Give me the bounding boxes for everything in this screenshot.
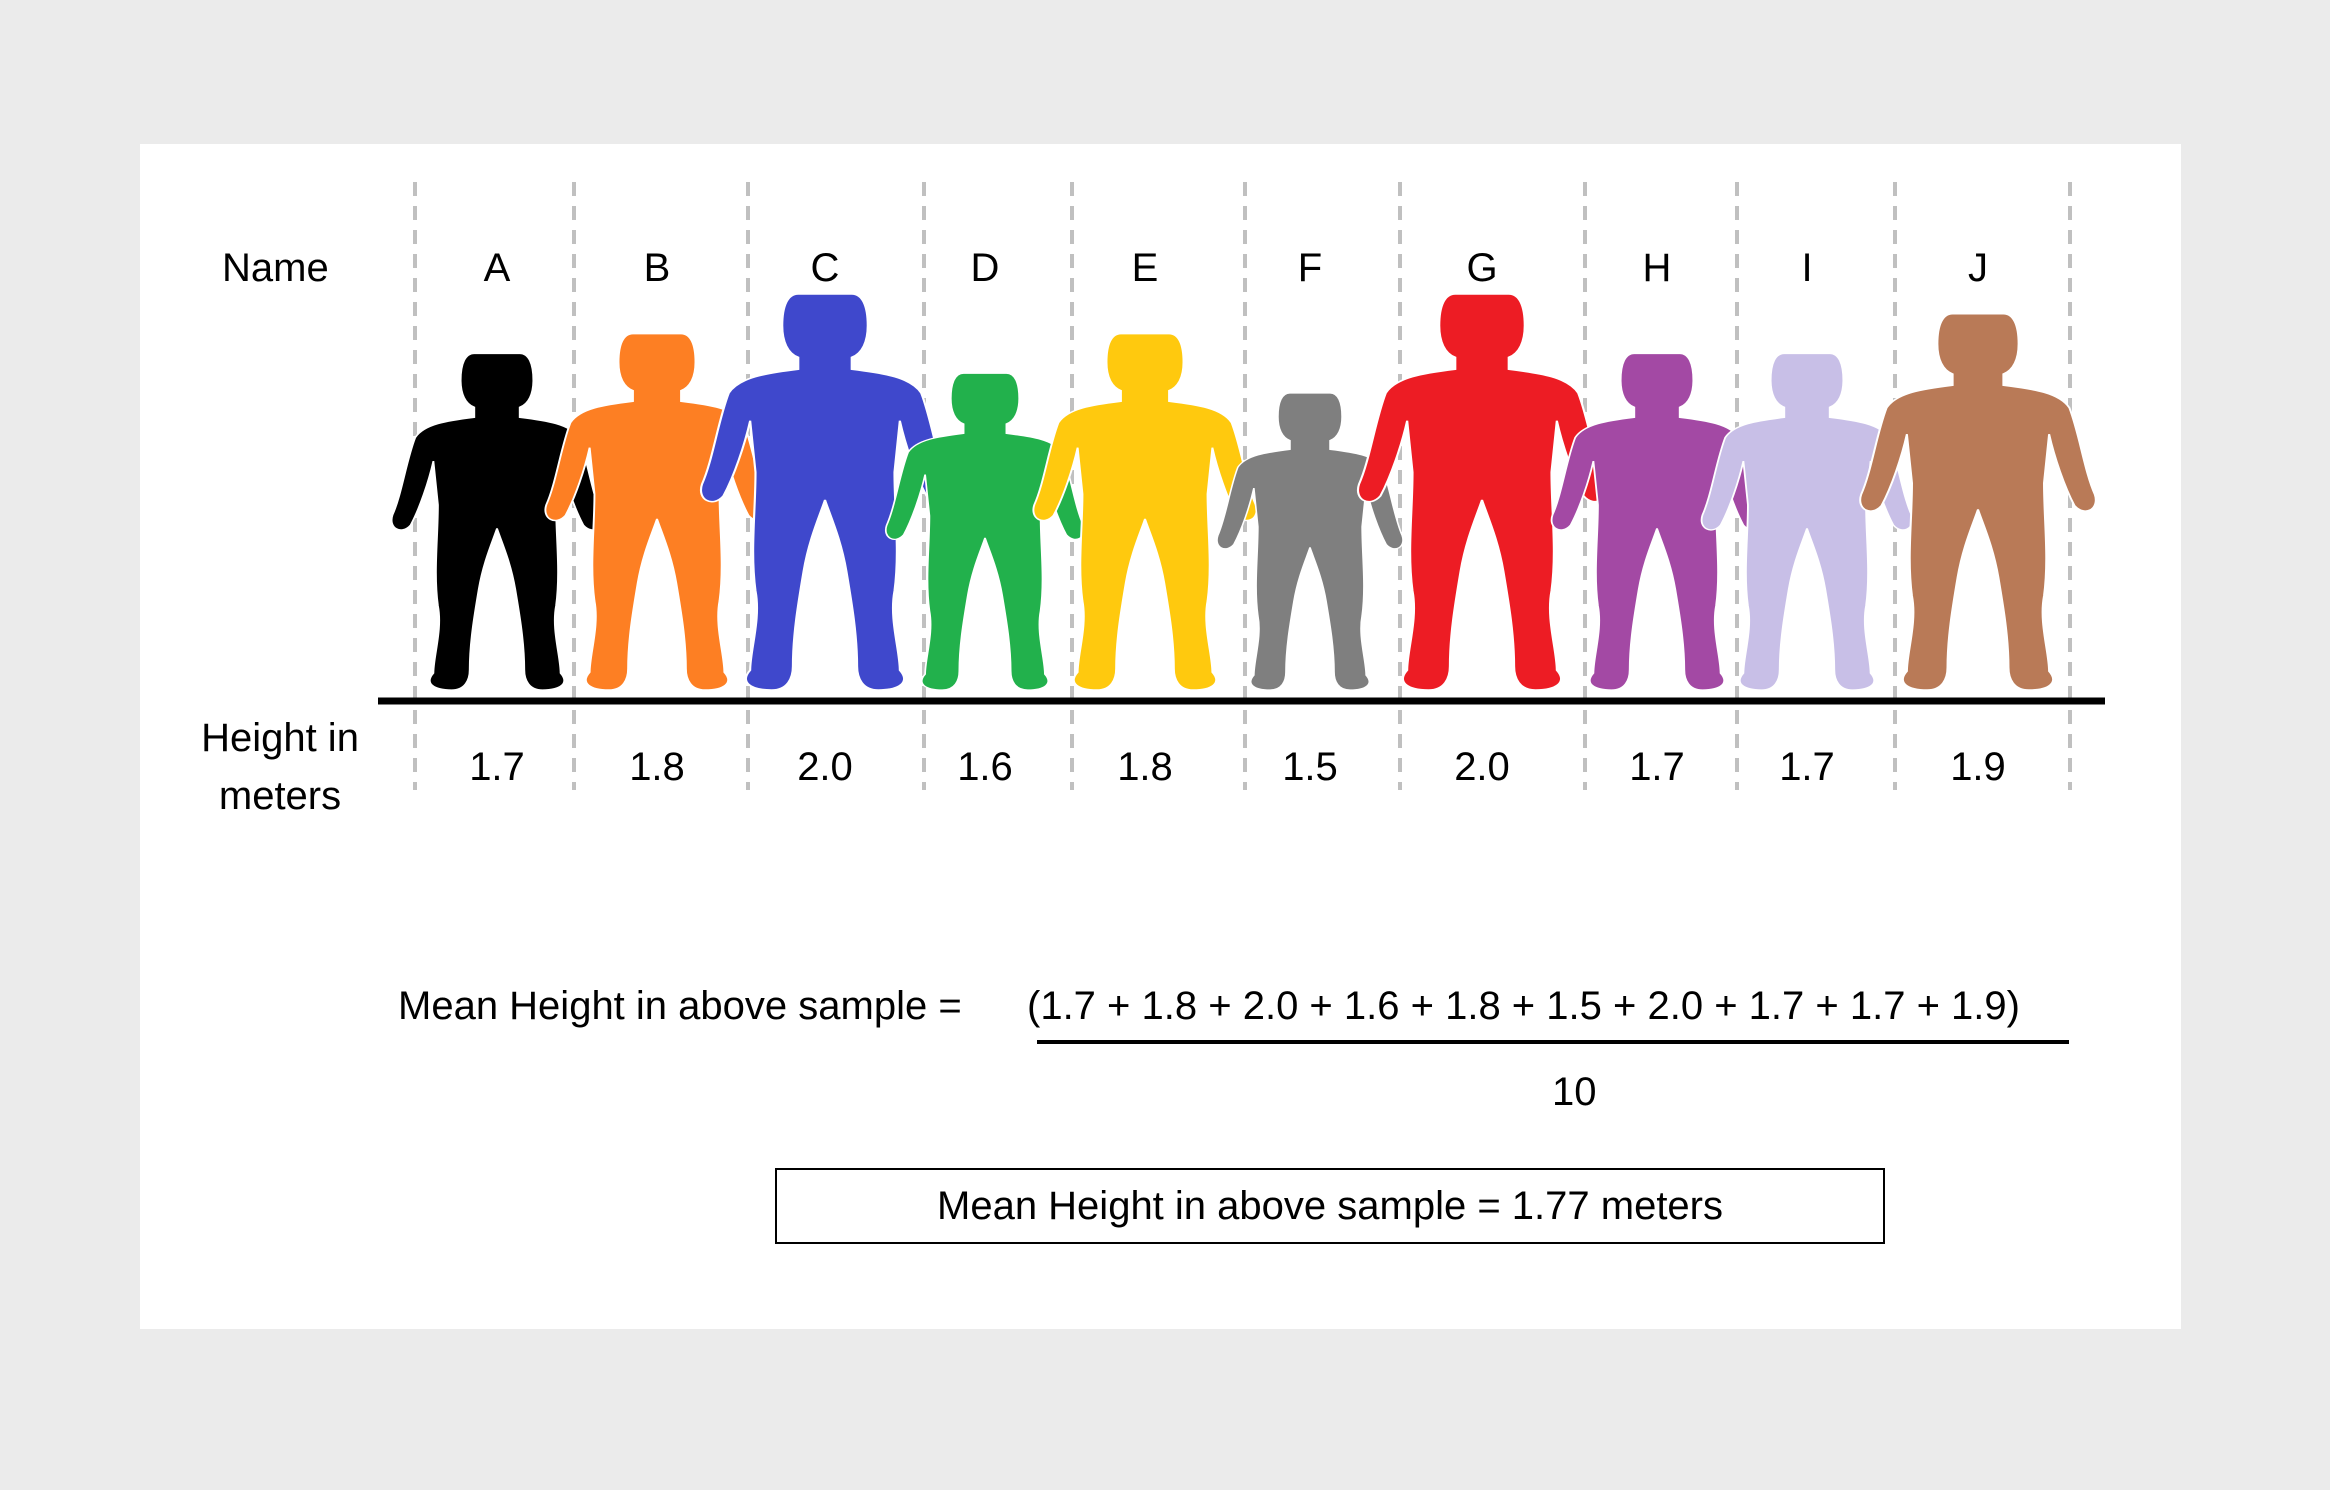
person-name-a: A: [483, 246, 511, 290]
column-dividers: [413, 182, 2072, 790]
formula-denominator: 10: [1552, 1070, 1597, 1114]
person-height-d: 1.6: [957, 745, 1013, 789]
person-silhouette-a: [390, 352, 604, 691]
result-box: Mean Height in above sample = 1.77 meter…: [775, 1168, 1885, 1244]
person-silhouette-f: [1216, 392, 1404, 691]
person-name-c: C: [810, 246, 840, 290]
person-name-d: D: [970, 246, 1000, 290]
person-name-e: E: [1131, 246, 1159, 290]
person-height-a: 1.7: [469, 745, 525, 789]
person-height-b: 1.8: [629, 745, 685, 789]
person-height-j: 1.9: [1950, 745, 2006, 789]
person-silhouette-i: [1700, 352, 1914, 691]
person-figures: [390, 293, 2097, 691]
person-height-c: 2.0: [797, 745, 853, 789]
person-name-h: H: [1642, 246, 1672, 290]
person-height-f: 1.5: [1282, 745, 1338, 789]
formula-numerator: (1.7 + 1.8 + 2.0 + 1.6 + 1.8 + 1.5 + 2.0…: [1027, 984, 2020, 1028]
height-row-label-line2: meters: [218, 774, 342, 818]
formula-lhs: Mean Height in above sample =: [398, 984, 962, 1028]
person-name-j: J: [1968, 246, 1988, 290]
person-name-g: G: [1466, 246, 1498, 290]
person-name-i: I: [1801, 246, 1813, 290]
person-height-g: 2.0: [1454, 745, 1510, 789]
person-name-b: B: [643, 246, 671, 290]
person-height-i: 1.7: [1779, 745, 1835, 789]
person-silhouette-j: [1859, 313, 2097, 691]
person-name-f: F: [1297, 246, 1323, 290]
person-height-e: 1.8: [1117, 745, 1173, 789]
height-row-label-line1: Height in: [201, 716, 359, 760]
name-row-label: Name: [222, 246, 329, 290]
result-text: Mean Height in above sample = 1.77 meter…: [937, 1183, 1723, 1228]
fraction-bar: [1037, 1040, 2069, 1044]
person-height-h: 1.7: [1629, 745, 1685, 789]
